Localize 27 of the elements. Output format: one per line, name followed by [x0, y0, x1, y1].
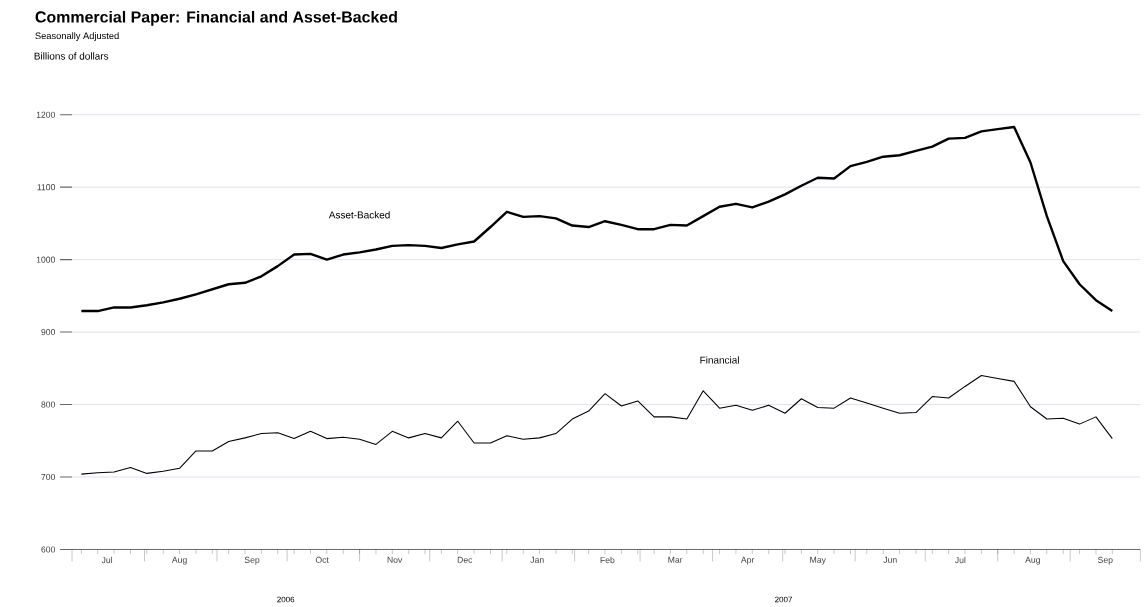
text: Financial: [700, 356, 739, 364]
x-tick-label: Apr: [740, 556, 755, 565]
x-tick-label: Nov: [387, 556, 403, 563]
x-tick-label: Jul: [101, 556, 113, 564]
text: Asset-Backed: [328, 211, 390, 219]
y-tick-label: 1100: [37, 184, 56, 191]
x-tick-label: Jan: [530, 556, 544, 563]
y-tick-label: 1000: [36, 256, 56, 263]
x-tick-label: Dec: [457, 556, 473, 563]
x-tick-label: Jul: [954, 556, 966, 564]
y-tick-label: 800: [41, 401, 56, 408]
x-tick-label: May: [810, 556, 826, 565]
text: Billions of dollars: [34, 52, 109, 60]
y-tick-label: 700: [41, 474, 56, 481]
y-tick-label: 1200: [36, 111, 56, 118]
chart-title: Commercial Paper: Financial and Asset-Backed: [35, 11, 397, 26]
x-tick-label: Jun: [883, 556, 897, 563]
x-tick-label: Aug: [1025, 556, 1040, 565]
y-tick-label: 900: [41, 329, 56, 336]
x-tick-label: Mar: [668, 556, 683, 563]
x-tick-label: Sep: [1098, 556, 1113, 565]
x-tick-label: Feb: [600, 556, 615, 564]
chart-subtitle: Seasonally Adjusted: [35, 32, 119, 42]
x-tick-label: Oct: [315, 556, 329, 564]
y-tick-label: 600: [41, 546, 56, 553]
x-tick-label: Aug: [171, 556, 187, 565]
x-tick-label: Sep: [244, 556, 260, 565]
